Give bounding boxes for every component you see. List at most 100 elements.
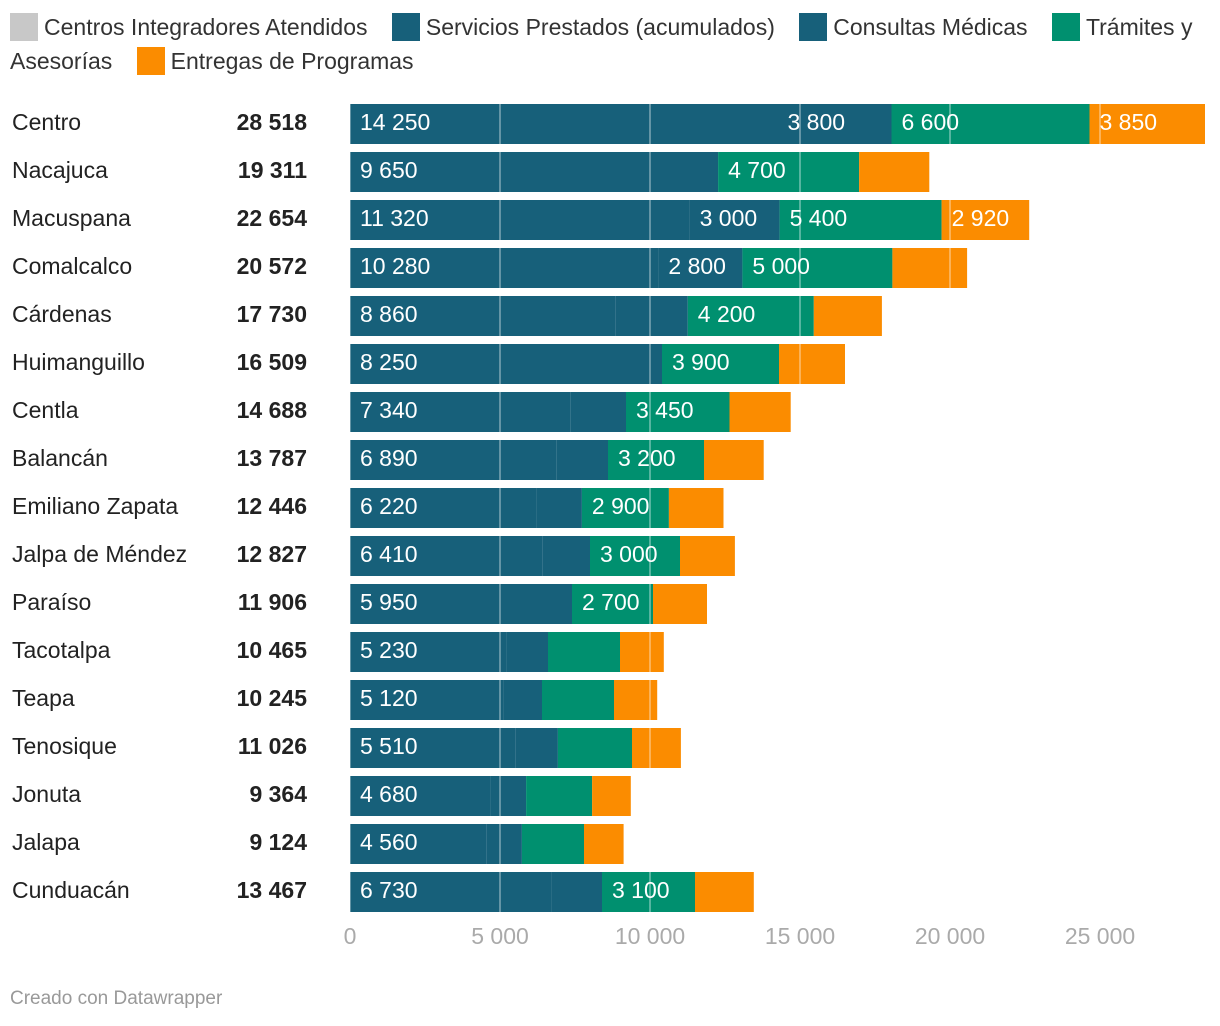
value-label: 14 250: [360, 109, 430, 135]
bar-segment: [614, 680, 658, 720]
category-label: Huimanguillo: [12, 349, 145, 375]
category-label: Paraíso: [12, 589, 91, 615]
category-label: Cárdenas: [12, 301, 112, 327]
bar-segment: [350, 824, 487, 864]
x-tick-label: 25 000: [1065, 923, 1135, 949]
bar-segment: [350, 776, 491, 816]
category-label: Macuspana: [12, 205, 131, 231]
bar-segment: [570, 392, 626, 432]
legend-item: Centros Integradores Atendidos: [10, 13, 368, 41]
bar-segment: [581, 488, 669, 528]
value-label: 4 200: [698, 301, 756, 327]
bar-segment: [695, 872, 754, 912]
legend-label: Trámites y Asesorías: [10, 14, 1193, 74]
bar-segment: [350, 392, 571, 432]
category-label: Comalcalco: [12, 253, 132, 279]
bar-segment: [350, 680, 504, 720]
legend: Centros Integradores Atendidos Servicios…: [10, 10, 1215, 78]
category-label: Tenosique: [12, 733, 117, 759]
bar-segment: [779, 344, 845, 384]
bar-segment: [680, 536, 735, 576]
bar-segment: [551, 872, 602, 912]
bar-segment: [528, 584, 572, 624]
legend-swatch: [136, 47, 165, 75]
bar-segment: [687, 296, 814, 336]
total-label: 13 467: [237, 877, 307, 903]
value-label: 4 700: [728, 157, 786, 183]
total-label: 9 364: [249, 781, 307, 807]
total-label: 9 124: [249, 829, 307, 855]
bar-segment: [526, 776, 593, 816]
bar-segment: [590, 536, 680, 576]
value-label: 3 000: [700, 205, 758, 231]
category-label: Emiliano Zapata: [12, 493, 178, 519]
value-label: 5 400: [790, 205, 848, 231]
bar-segment: [350, 248, 659, 288]
total-label: 19 311: [238, 157, 307, 183]
bar-segment: [542, 680, 614, 720]
bar-segment: [548, 632, 620, 672]
bar-segment: [503, 680, 542, 720]
value-label: 8 860: [360, 301, 418, 327]
legend-label: Servicios Prestados (acumulados): [425, 14, 775, 40]
category-label: Tacotalpa: [12, 637, 111, 663]
value-label: 3 100: [612, 877, 670, 903]
legend-swatch: [1051, 13, 1080, 41]
total-label: 16 509: [237, 349, 307, 375]
value-label: 6 730: [360, 877, 418, 903]
bar-segment: [506, 632, 548, 672]
legend-swatch: [799, 13, 828, 41]
value-label: 3 200: [618, 445, 676, 471]
x-tick-label: 20 000: [915, 923, 985, 949]
bar-segment: [777, 104, 892, 144]
total-label: 10 465: [237, 637, 308, 663]
chart: Centro 28 518 Nacajuca 19 311 Macuspana 22 65…: [12, 104, 1205, 949]
category-label: Centla: [12, 397, 79, 423]
legend-label: Centros Integradores Atendidos: [44, 14, 368, 40]
x-tick-label: 15 000: [765, 923, 835, 949]
value-label: 9 650: [360, 157, 418, 183]
bar-segment: [704, 440, 764, 480]
total-label: 22 654: [237, 205, 308, 231]
value-label: 6 220: [360, 493, 418, 519]
legend-swatch: [391, 13, 420, 41]
total-label: 11 026: [238, 733, 307, 759]
bar-segment: [813, 296, 882, 336]
legend-item: Entregas de Programas: [136, 47, 414, 75]
value-label: 4 560: [360, 829, 418, 855]
bar-segment: [729, 392, 791, 432]
x-tick-label: 10 000: [615, 923, 685, 949]
category-label: Jalapa: [12, 829, 80, 855]
value-label: 11 320: [360, 205, 429, 231]
value-label: 3 850: [1100, 109, 1158, 135]
bar-segment: [584, 824, 624, 864]
total-label: 14 688: [237, 397, 308, 423]
bar-segment: [486, 824, 522, 864]
value-label: 7 340: [360, 397, 418, 423]
value-label: 2 920: [952, 205, 1010, 231]
bar-segment: [350, 440, 557, 480]
bar-segment: [572, 584, 653, 624]
value-label: 5 510: [360, 733, 418, 759]
legend-swatch: [10, 13, 38, 41]
legend-item: Consultas Médicas: [799, 13, 1028, 41]
category-label: Jonuta: [12, 781, 81, 807]
value-label: 3 000: [600, 541, 658, 567]
bar-segment: [608, 440, 704, 480]
value-label: 2 800: [668, 253, 726, 279]
bar-segment: [350, 104, 778, 144]
bar-segment: [536, 488, 582, 528]
bar-segment: [602, 872, 695, 912]
bar-segment: [350, 200, 690, 240]
footer: Creado con Datawrapper: [10, 988, 223, 1009]
category-label: Cunduacán: [12, 877, 130, 903]
total-label: 13 787: [237, 445, 307, 471]
value-label: 3 450: [636, 397, 694, 423]
value-label: 10 280: [360, 253, 430, 279]
value-label: 2 900: [592, 493, 650, 519]
value-label: 5 230: [360, 637, 418, 663]
bar-segment: [350, 536, 543, 576]
bar-segment: [859, 152, 930, 192]
category-label: Balancán: [12, 445, 108, 471]
value-label: 6 410: [360, 541, 418, 567]
